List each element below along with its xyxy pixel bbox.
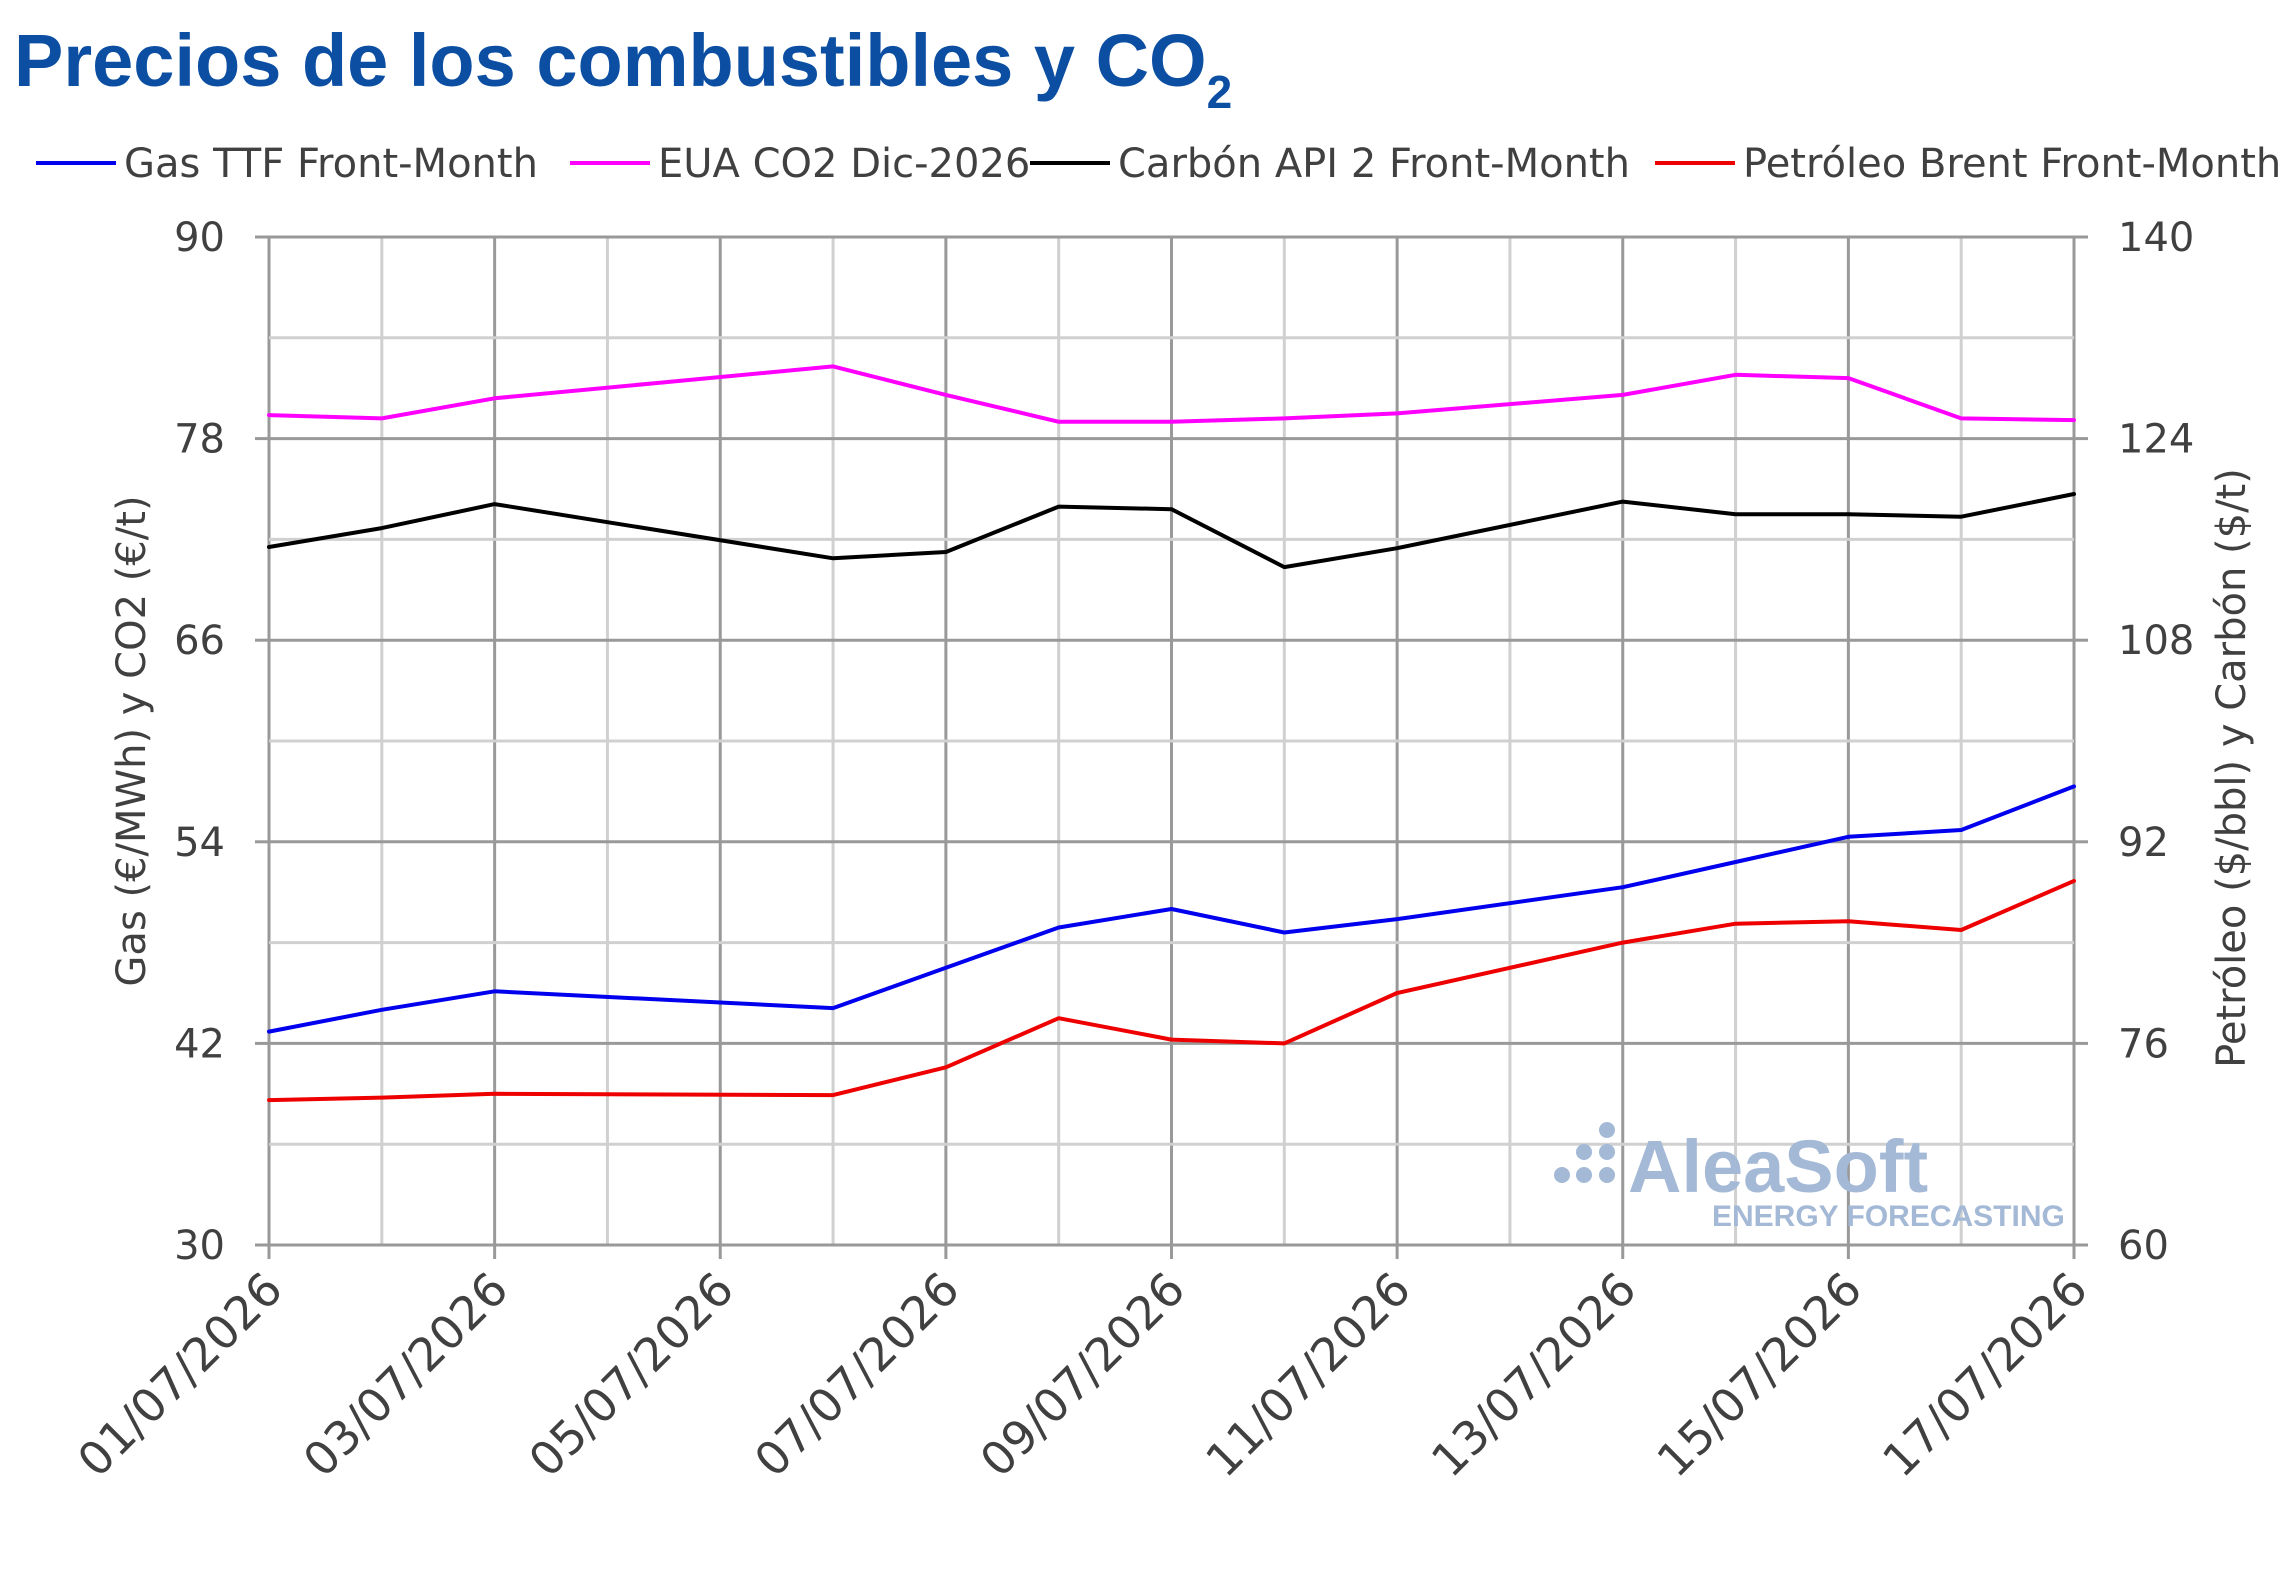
x-tick-label: 05/07/2026: [518, 1262, 744, 1488]
left-tick-label: 66: [174, 618, 225, 664]
legend-label: Carbón API 2 Front-Month: [1118, 141, 1630, 187]
right-tick-label: 60: [2118, 1223, 2169, 1269]
x-tick-label: 11/07/2026: [1195, 1262, 1421, 1488]
legend-item: Carbón API 2 Front-Month: [1030, 141, 1630, 187]
x-tick-label: 15/07/2026: [1646, 1262, 1872, 1488]
series-lines: [267, 364, 2076, 1103]
right-tick-label: 140: [2118, 215, 2194, 261]
series-line-3: [267, 492, 2076, 570]
legend: Gas TTF Front-Month EUA CO2 Dic-2026 Carbó…: [36, 141, 2281, 187]
series-line-1: [267, 784, 2076, 1034]
left-tick-label: 90: [174, 215, 225, 261]
grid: [255, 235, 2088, 1259]
legend-label: EUA CO2 Dic-2026: [658, 141, 1030, 187]
left-axis-title: Gas (€/MWh) y CO2 (€/t): [109, 495, 155, 986]
legend-label: Gas TTF Front-Month: [124, 141, 538, 187]
right-tick-label: 92: [2118, 820, 2169, 866]
x-tick-label: 01/07/2026: [67, 1262, 293, 1488]
legend-item: Gas TTF Front-Month: [36, 141, 538, 187]
x-axis-ticks: 01/07/2026 03/07/2026 05/07/2026 07/07/2026…: [67, 1262, 2098, 1488]
logo-dots-icon: [1554, 1122, 1615, 1183]
legend-item: EUA CO2 Dic-2026: [570, 141, 1030, 187]
right-axis-title: Petróleo ($/bbl) y Carbón ($/t): [2209, 468, 2255, 1068]
right-axis-ticks: 60 76 92 108 124 140: [2118, 215, 2194, 1269]
legend-label: Petróleo Brent Front-Month: [1743, 141, 2281, 187]
left-tick-label: 42: [174, 1021, 225, 1067]
watermark-brand: AleaSoft: [1628, 1125, 1928, 1208]
x-tick-label: 03/07/2026: [293, 1262, 519, 1488]
x-tick-label: 17/07/2026: [1872, 1262, 2098, 1488]
x-tick-label: 07/07/2026: [744, 1262, 970, 1488]
legend-item: Petróleo Brent Front-Month: [1655, 141, 2281, 187]
series-line-4: [267, 878, 2076, 1103]
right-tick-label: 124: [2118, 417, 2194, 463]
left-tick-label: 78: [174, 417, 225, 463]
chart-title: Precios de los combustibles y CO2: [14, 19, 1232, 118]
right-tick-label: 76: [2118, 1021, 2169, 1067]
series-line-2: [267, 364, 2076, 424]
x-tick-label: 09/07/2026: [970, 1262, 1196, 1488]
left-tick-label: 30: [174, 1223, 225, 1269]
x-tick-label: 13/07/2026: [1421, 1262, 1647, 1488]
left-axis-ticks: 30 42 54 66 78 90: [174, 215, 225, 1269]
right-tick-label: 108: [2118, 618, 2194, 664]
watermark-tagline: ENERGY FORECASTING: [1712, 1200, 2065, 1233]
watermark-logo: AleaSoft ENERGY FORECASTING: [1554, 1122, 2065, 1233]
left-tick-label: 54: [174, 820, 225, 866]
